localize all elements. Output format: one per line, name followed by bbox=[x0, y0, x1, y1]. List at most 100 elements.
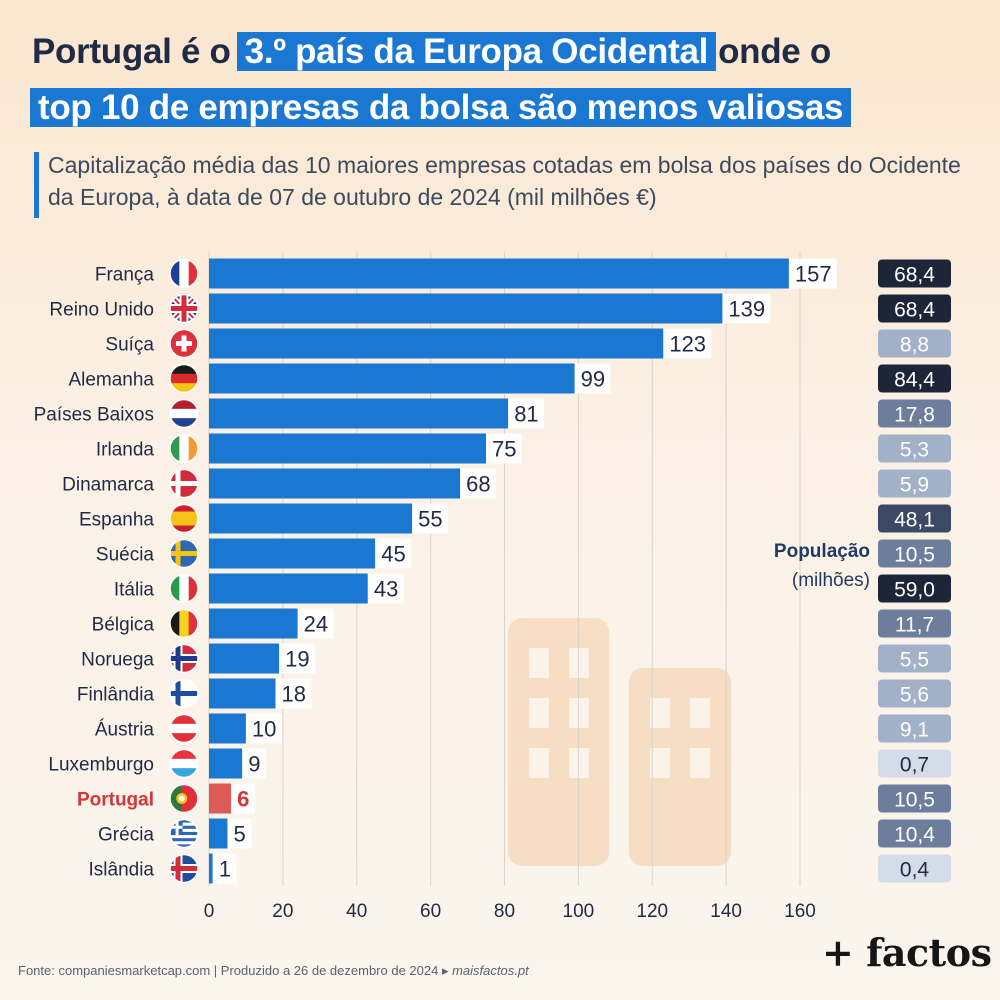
value-label-bg bbox=[367, 573, 404, 604]
population-badge bbox=[878, 609, 951, 638]
value-label: 75 bbox=[492, 437, 516, 462]
bar bbox=[209, 783, 232, 814]
population-badge bbox=[878, 329, 951, 358]
population-value: 48,1 bbox=[894, 509, 935, 532]
ireland-flag-icon bbox=[170, 434, 198, 463]
population-badge bbox=[878, 539, 951, 568]
population-value: 5,9 bbox=[900, 474, 929, 497]
value-label: 10 bbox=[252, 717, 276, 742]
footer-site-link[interactable]: maisfactos.pt bbox=[452, 963, 529, 978]
category-label: Suíça bbox=[105, 335, 154, 356]
category-label: Países Baixos bbox=[34, 405, 154, 426]
value-label: 9 bbox=[248, 752, 260, 777]
bar bbox=[209, 293, 723, 324]
x-tick-label: 20 bbox=[272, 901, 293, 922]
value-label: 68 bbox=[466, 472, 490, 497]
title-part-1: Portugal é o bbox=[32, 32, 231, 71]
finland-flag-icon bbox=[170, 679, 198, 708]
category-label: Finlândia bbox=[77, 685, 155, 706]
bar bbox=[209, 573, 368, 604]
value-label: 19 bbox=[285, 647, 309, 672]
flag-ring bbox=[169, 433, 199, 464]
value-label-bg bbox=[722, 293, 771, 324]
value-label: 99 bbox=[581, 367, 605, 392]
population-value: 0,4 bbox=[900, 859, 930, 882]
population-value: 17,8 bbox=[894, 404, 935, 427]
population-value: 5,3 bbox=[900, 439, 929, 462]
population-value: 8,8 bbox=[900, 334, 929, 357]
population-value: 10,4 bbox=[894, 824, 935, 847]
bar bbox=[209, 503, 413, 534]
flag-ring bbox=[169, 328, 199, 359]
population-value: 9,1 bbox=[900, 719, 929, 742]
value-label: 6 bbox=[237, 787, 249, 812]
category-label: Irlanda bbox=[96, 440, 155, 461]
flag-ring bbox=[169, 363, 199, 394]
value-label-bg bbox=[788, 258, 837, 289]
value-label-bg bbox=[412, 503, 449, 534]
value-label: 139 bbox=[728, 297, 765, 322]
france-flag-icon bbox=[170, 259, 198, 288]
flag-ring bbox=[169, 678, 199, 709]
category-label: Grécia bbox=[98, 825, 154, 846]
italy-flag-icon bbox=[170, 574, 198, 603]
population-unit: (milhões) bbox=[791, 570, 870, 591]
flag-ring bbox=[169, 818, 199, 849]
flag-ring bbox=[169, 258, 199, 289]
flag-ring bbox=[169, 783, 199, 814]
x-tick-label: 0 bbox=[204, 901, 215, 922]
category-label: Islândia bbox=[89, 860, 155, 881]
population-value: 59,0 bbox=[894, 579, 935, 602]
uk-flag-icon bbox=[170, 294, 198, 323]
luxembourg-flag-icon bbox=[170, 749, 198, 778]
title-highlight-2: top 10 de empresas da bolsa são menos va… bbox=[30, 88, 852, 127]
spain-flag-icon bbox=[170, 504, 198, 533]
bar bbox=[209, 398, 509, 429]
switzerland-flag-icon bbox=[170, 329, 198, 358]
iceland-flag-icon bbox=[170, 854, 198, 883]
category-label: Bélgica bbox=[92, 615, 155, 636]
x-tick-label: 120 bbox=[636, 901, 668, 922]
footer-source: Fonte: companiesmarketcap.com | Produzid… bbox=[18, 963, 529, 979]
flag-ring bbox=[169, 293, 199, 324]
value-label-bg bbox=[297, 608, 334, 639]
value-label-bg bbox=[486, 433, 523, 464]
bar bbox=[209, 643, 280, 674]
austria-flag-icon bbox=[170, 714, 198, 743]
population-badge bbox=[878, 504, 951, 533]
x-tick-label: 100 bbox=[563, 901, 595, 922]
flag-ring bbox=[169, 503, 199, 534]
population-badge bbox=[878, 364, 951, 393]
category-label: Alemanha bbox=[68, 370, 154, 391]
population-value: 5,6 bbox=[900, 684, 929, 707]
population-badge bbox=[878, 749, 951, 778]
flag-ring bbox=[169, 853, 199, 884]
population-value: 0,7 bbox=[900, 754, 929, 777]
value-label-bg bbox=[245, 713, 282, 744]
x-tick-label: 80 bbox=[494, 901, 515, 922]
value-label-bg bbox=[663, 328, 712, 359]
population-badge bbox=[878, 469, 951, 498]
population-badge bbox=[878, 854, 951, 883]
population-label: População (milhões) bbox=[750, 537, 870, 595]
category-label: Dinamarca bbox=[62, 475, 154, 496]
population-badge bbox=[878, 399, 951, 428]
category-label: Espanha bbox=[79, 510, 154, 531]
bar bbox=[209, 748, 243, 779]
population-badge bbox=[878, 434, 951, 463]
flag-ring bbox=[169, 643, 199, 674]
population-value: 10,5 bbox=[894, 544, 935, 567]
population-value: 10,5 bbox=[894, 789, 935, 812]
value-label-bg bbox=[375, 538, 412, 569]
population-badge bbox=[878, 679, 951, 708]
flag-ring bbox=[169, 713, 199, 744]
bar bbox=[209, 853, 213, 884]
bar bbox=[209, 678, 276, 709]
value-label: 45 bbox=[381, 542, 405, 567]
population-value: 5,5 bbox=[900, 649, 929, 672]
population-badge bbox=[878, 644, 951, 673]
category-label: Reino Unido bbox=[49, 300, 154, 321]
bar bbox=[209, 713, 246, 744]
population-value: 68,4 bbox=[894, 299, 935, 322]
x-tick-label: 40 bbox=[346, 901, 367, 922]
